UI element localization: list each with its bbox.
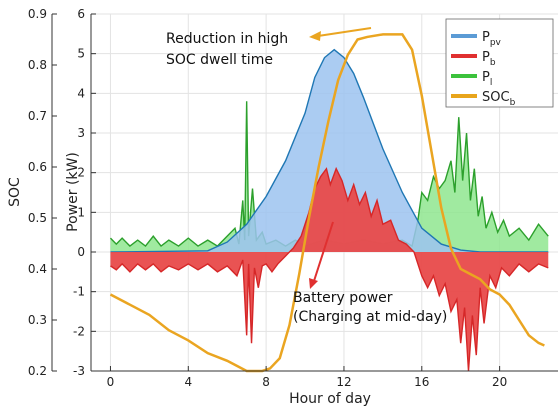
legend-entry-text: Pb xyxy=(482,50,496,68)
soc-tick-label: 0.4 xyxy=(28,262,47,276)
soc-tick-label: 0.7 xyxy=(28,109,47,123)
x-tick-label: 8 xyxy=(262,375,270,389)
annotation-soc-text: SOC dwell time xyxy=(166,52,273,68)
soc-tick-label: 0.5 xyxy=(28,211,47,225)
power-axis-label: Power (kW) xyxy=(65,152,81,232)
power-tick-label: 0 xyxy=(77,245,85,259)
soc-tick-label: 0.2 xyxy=(28,364,47,378)
power-tick-label: -3 xyxy=(73,364,85,378)
annotation-battery-text: Battery power xyxy=(293,290,393,306)
annotation-soc-arrowhead xyxy=(309,31,321,41)
legend-entry-sub: b xyxy=(510,98,516,108)
power-tick-label: -2 xyxy=(73,324,85,338)
power-tick-label: 6 xyxy=(77,7,85,21)
legend-entry-text: Pl xyxy=(482,70,492,88)
legend-entry-sub: b xyxy=(490,58,496,68)
soc-tick-label: 0.8 xyxy=(28,58,47,72)
legend-entry-main: P xyxy=(482,50,490,65)
legend-entry-main: SOC xyxy=(482,90,510,105)
x-axis-label: Hour of day xyxy=(289,391,371,407)
power-tick-label: -1 xyxy=(73,285,85,299)
legend-entry-text: SOCb xyxy=(482,90,516,108)
soc-tick-label: 0.3 xyxy=(28,313,47,327)
power-tick-label: 1 xyxy=(77,205,85,219)
axes xyxy=(51,13,558,372)
series-area-p-pv xyxy=(110,49,549,253)
legend-entry-text: Ppv xyxy=(482,30,502,48)
legend-entry-main: P xyxy=(482,70,490,85)
series-line-p-pv xyxy=(110,48,549,253)
power-tick-label: 3 xyxy=(77,126,85,140)
annotation-battery-arrow xyxy=(313,221,334,282)
series-line-soc-b xyxy=(109,33,545,373)
annotation-battery-arrowhead xyxy=(309,278,318,289)
x-tick-label: 0 xyxy=(107,375,115,389)
legend-box xyxy=(445,18,554,108)
series-line-p-b xyxy=(110,166,549,372)
x-tick-label: 16 xyxy=(414,375,429,389)
power-tick-label: 4 xyxy=(77,86,85,100)
x-tick-label: 12 xyxy=(336,375,351,389)
legend-entry-main: P xyxy=(482,30,490,45)
soc-axis-label: SOC xyxy=(7,177,23,207)
x-tick-label: 4 xyxy=(184,375,192,389)
soc-tick-label: 0.6 xyxy=(28,160,47,174)
annotation-soc-arrow xyxy=(317,27,372,37)
series-layer xyxy=(109,33,549,373)
legend-entry-sub: l xyxy=(490,78,493,88)
annotations: Reduction in high SOC dwell time Battery p… xyxy=(166,27,447,325)
annotation-battery-text: (Charging at mid-day) xyxy=(293,309,447,325)
annotation-soc-text: Reduction in high xyxy=(166,31,288,47)
series-area-p-l xyxy=(110,101,549,253)
legend-entry-sub: pv xyxy=(490,38,502,48)
soc-tick-label: 0.9 xyxy=(28,7,47,21)
x-tick-label: 20 xyxy=(492,375,507,389)
power-tick-label: 5 xyxy=(77,47,85,61)
power-tick-label: 2 xyxy=(77,166,85,180)
